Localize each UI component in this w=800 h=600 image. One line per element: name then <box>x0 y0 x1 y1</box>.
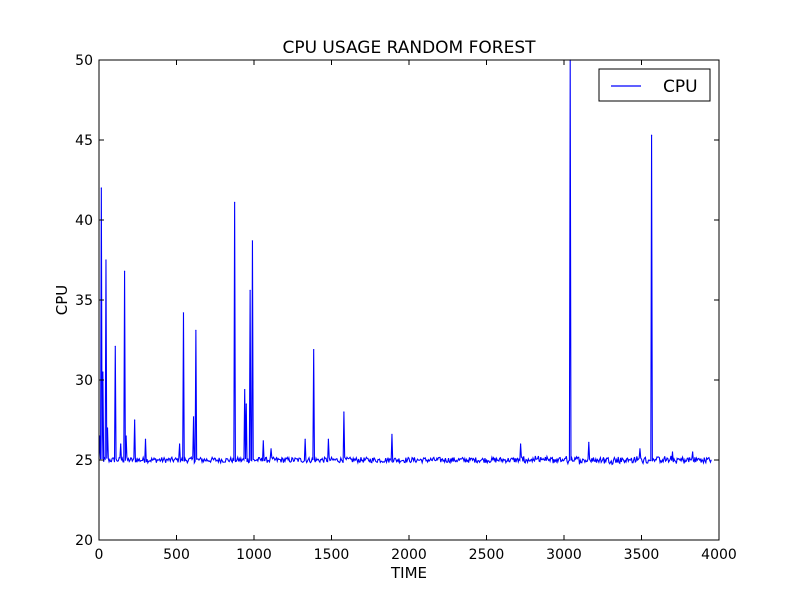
y-tick-label: 50 <box>75 53 93 69</box>
data-point-cpu-spike <box>192 416 195 418</box>
series-line-cpu <box>98 59 712 466</box>
data-point-cpu-spike <box>102 371 104 373</box>
data-point-cpu-spike <box>144 438 147 440</box>
y-tick-label: 35 <box>75 293 93 309</box>
legend-label-cpu: CPU <box>663 77 698 97</box>
data-point-cpu-spike <box>114 345 116 347</box>
legend-box <box>598 68 711 102</box>
data-point-cpu-spike <box>179 443 181 445</box>
data-point-cpu-spike <box>105 259 107 261</box>
data-point-cpu-spike <box>343 411 345 413</box>
data-point-cpu-spike <box>588 441 590 443</box>
data-point-cpu-spike <box>391 433 393 435</box>
data-point-cpu-spike <box>692 451 694 453</box>
y-tick-label: 30 <box>75 373 93 389</box>
data-point-cpu-spike <box>245 403 247 405</box>
x-tick-label: 3000 <box>546 547 582 563</box>
series-layer <box>98 59 712 466</box>
x-tick-label: 500 <box>163 547 190 563</box>
data-point-cpu-spike <box>327 438 329 440</box>
y-tick-label: 25 <box>75 453 93 469</box>
chart-title: CPU USAGE RANDOM FOREST <box>282 38 536 58</box>
y-tick-label: 40 <box>75 213 93 229</box>
data-point-cpu-spike <box>639 448 641 450</box>
data-point-cpu-spike <box>195 329 197 331</box>
x-tick-label: 0 <box>95 547 104 563</box>
data-point-cpu-spike <box>650 134 653 136</box>
data-point-cpu-spike <box>182 312 185 314</box>
x-tick-label: 4000 <box>701 547 737 563</box>
data-point-cpu-spike <box>120 443 122 445</box>
data-point-cpu-spike <box>671 451 674 453</box>
y-axis-title: CPU <box>53 285 71 316</box>
x-axis-title: TIME <box>390 564 427 582</box>
x-tick-label: 2500 <box>469 547 505 563</box>
data-point-cpu-spike <box>106 427 109 429</box>
data-point-cpu-spike <box>125 435 127 437</box>
data-point-cpu-spike <box>100 187 102 189</box>
data-point-cpu-spike <box>304 438 306 440</box>
y-tick-label: 20 <box>75 533 93 549</box>
data-point-cpu-spike <box>134 419 136 421</box>
legend: CPU <box>598 68 711 102</box>
data-point-cpu-spike <box>249 289 251 291</box>
data-point-cpu-spike <box>520 443 522 445</box>
data-point-cpu-spike <box>262 440 264 442</box>
x-tick-label: 2000 <box>391 547 427 563</box>
x-tick-label: 1000 <box>236 547 272 563</box>
x-tick-label: 3500 <box>624 547 660 563</box>
y-tick-label: 45 <box>75 133 93 149</box>
ticks-layer: 0 500 1000 1500 2000 2500 3000 3500 4000 20 25 30 35… <box>75 53 737 563</box>
plot-area <box>99 60 719 540</box>
data-point-cpu-spike <box>123 270 126 272</box>
data-point-cpu-spike <box>234 201 236 203</box>
data-point-cpu-spike <box>244 389 246 391</box>
x-tick-label: 1500 <box>314 547 350 563</box>
data-point-cpu-spike <box>313 349 315 351</box>
data-point-cpu-spike <box>270 448 272 450</box>
data-point-cpu-spike <box>251 240 254 242</box>
